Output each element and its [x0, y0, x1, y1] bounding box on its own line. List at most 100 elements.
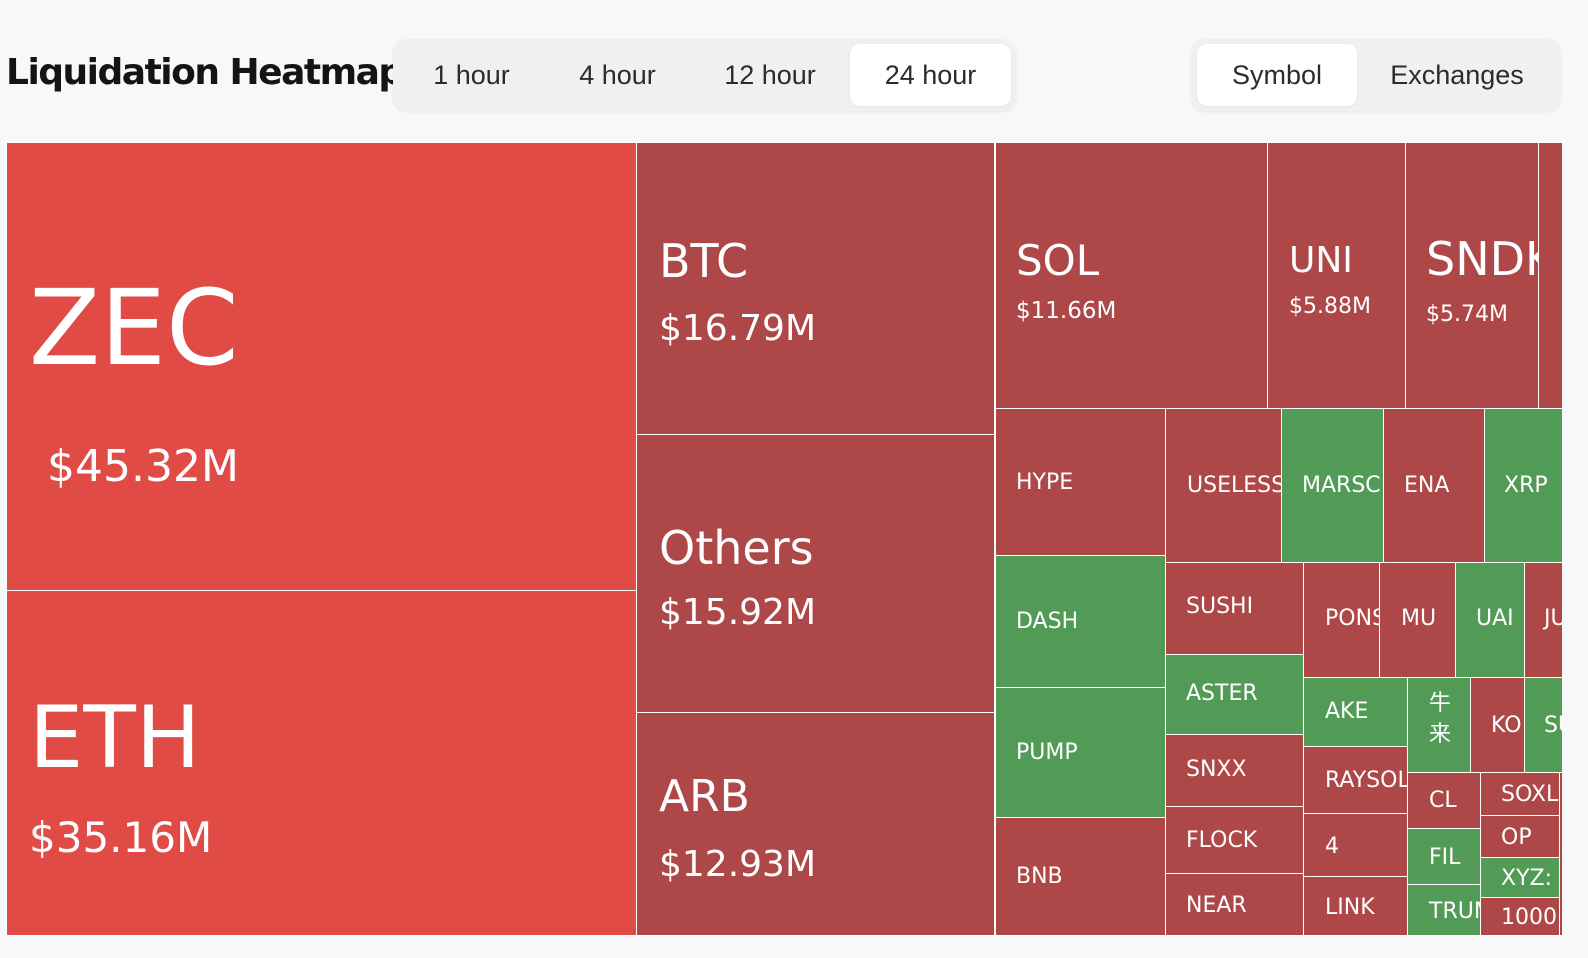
tile-symbol: XRP [1504, 473, 1548, 498]
tile-mu[interactable]: MU [1379, 562, 1456, 678]
tile-useless[interactable]: USELESS [1165, 408, 1282, 563]
tile-symbol: PUMP [1016, 740, 1078, 765]
timeframe-4-hour[interactable]: 4 hour [545, 44, 690, 106]
tile-symbol: MARSC [1302, 473, 1381, 498]
tile-arb[interactable]: ARB $12.93M [636, 712, 995, 936]
timeframe-label: 12 hour [724, 59, 816, 90]
tile-su[interactable]: SU [1524, 677, 1562, 773]
tile-marsc[interactable]: MARSC [1281, 408, 1384, 563]
tile-symbol: 1000 [1501, 905, 1557, 930]
tile-symbol: PONS [1325, 606, 1380, 631]
tile-symbol: BNB [1016, 864, 1063, 889]
tile-others[interactable]: Others $15.92M [636, 434, 995, 713]
tile-symbol: ASTER [1186, 681, 1258, 706]
tile-1000[interactable]: 1000 [1480, 897, 1560, 936]
timeframe-24-hour[interactable]: 24 hour [850, 44, 1011, 106]
tile-ko[interactable]: KO [1470, 677, 1525, 773]
tile-ju[interactable]: JU [1524, 562, 1562, 678]
tile-symbol: UNI [1289, 240, 1353, 281]
tile-sndk[interactable]: SNDK $5.74M [1405, 142, 1539, 409]
tile-ena[interactable]: ENA [1383, 408, 1485, 563]
tile-zec[interactable]: ZEC $45.32M [6, 142, 637, 591]
tile-fil[interactable]: FIL [1407, 828, 1481, 885]
tile-symbol: HYPE [1016, 470, 1074, 495]
tile-btc[interactable]: BTC $16.79M [636, 142, 995, 435]
tile-symbol: SU [1544, 713, 1562, 738]
view-exchanges[interactable]: Exchanges [1357, 44, 1557, 106]
tile-symbol: FIL [1429, 845, 1461, 870]
tile-symbol: CL [1429, 788, 1457, 813]
tile-symbol: XYZ: [1501, 866, 1552, 891]
tile-symbol: 牛来 [1429, 690, 1452, 746]
tile-trum[interactable]: TRUM [1407, 884, 1481, 936]
timeframe-selector: 1 hour 4 hour 12 hour 24 hour [393, 39, 1016, 111]
tile-symbol: ARB [659, 771, 750, 822]
tile-value: $11.66M [1016, 298, 1117, 324]
tile-symbol: DASH [1016, 609, 1079, 634]
liquidation-treemap: ZEC $45.32M ETH $35.16M BTC $16.79M Othe… [6, 142, 1562, 936]
tile-aster[interactable]: ASTER [1165, 654, 1304, 735]
tile-symbol: USELESS [1187, 473, 1282, 498]
timeframe-label: 24 hour [884, 59, 977, 90]
tile-symbol: JU [1544, 606, 1562, 631]
tile-xrp[interactable]: XRP [1484, 408, 1562, 563]
tile-symbol: NEAR [1186, 893, 1247, 918]
tile-symbol: MU [1401, 606, 1437, 631]
tile-ake[interactable]: AKE [1303, 677, 1408, 747]
tile-pons[interactable]: PONS [1303, 562, 1380, 678]
tile-symbol: AKE [1325, 699, 1369, 724]
timeframe-12-hour[interactable]: 12 hour [690, 44, 850, 106]
tile-value: $5.74M [1426, 302, 1508, 327]
tile-uni[interactable]: UNI $5.88M [1267, 142, 1406, 409]
tile-symbol: ENA [1404, 473, 1450, 498]
tile-symbol: Others [659, 521, 814, 575]
tile-symbol: FLOCK [1186, 828, 1258, 853]
tile-symbol: TRUM [1429, 899, 1480, 924]
view-label: Exchanges [1390, 59, 1524, 90]
timeframe-label: 1 hour [433, 59, 510, 90]
timeframe-1-hour[interactable]: 1 hour [398, 44, 545, 106]
tile-soxl[interactable]: SOXL [1480, 772, 1560, 816]
tile-value: $16.79M [659, 308, 817, 349]
tile-sol[interactable]: SOL $11.66M [995, 142, 1268, 409]
tile-niu-lai[interactable]: 牛来 [1407, 677, 1471, 773]
tile-value: $12.93M [659, 844, 817, 885]
tile-link[interactable]: LINK [1303, 876, 1408, 936]
tile-dash[interactable]: DASH [995, 555, 1166, 688]
tile-value: $35.16M [29, 813, 213, 862]
tile-value: $15.92M [659, 592, 817, 633]
tile-near[interactable]: NEAR [1165, 873, 1304, 936]
tile-symbol: ZEC [29, 267, 239, 389]
tile-partial[interactable] [1559, 772, 1562, 936]
tile-snxx[interactable]: SNXX [1165, 734, 1304, 807]
tile-sushi[interactable]: SUSHI [1165, 562, 1304, 655]
tile-4[interactable]: 4 [1303, 813, 1408, 877]
tile-pump[interactable]: PUMP [995, 687, 1166, 818]
tile-value: $5.88M [1289, 294, 1371, 319]
tile-symbol: UAI [1476, 606, 1514, 631]
tile-symbol: SOXL [1501, 782, 1559, 807]
tile-symbol: LINK [1325, 895, 1375, 920]
tile-symbol: BTC [659, 234, 749, 288]
tile-symbol: SOL [1016, 236, 1100, 285]
tile-bnb[interactable]: BNB [995, 817, 1166, 936]
tile-symbol: ETH [29, 688, 201, 788]
view-selector: Symbol Exchanges [1191, 39, 1561, 111]
tile-hype[interactable]: HYPE [995, 408, 1166, 556]
tile-eth[interactable]: ETH $35.16M [6, 590, 637, 936]
view-symbol[interactable]: Symbol [1197, 44, 1357, 106]
page-title: Liquidation Heatmap [6, 52, 404, 93]
tile-flock[interactable]: FLOCK [1165, 806, 1304, 874]
tile-symbol: SNDK [1426, 232, 1538, 286]
tile-value: $45.32M [47, 441, 239, 492]
tile-raysol[interactable]: RAYSOL [1303, 746, 1408, 814]
view-label: Symbol [1231, 59, 1323, 90]
tile-symbol: KO [1491, 713, 1522, 738]
tile-symbol: 4 [1325, 834, 1339, 859]
tile-uai[interactable]: UAI [1455, 562, 1525, 678]
tile-cl[interactable]: CL [1407, 772, 1481, 829]
tile-partial[interactable] [1538, 142, 1562, 409]
tile-xyz[interactable]: XYZ: [1480, 857, 1560, 898]
tile-symbol: OP [1501, 825, 1532, 850]
tile-op[interactable]: OP [1480, 815, 1560, 858]
